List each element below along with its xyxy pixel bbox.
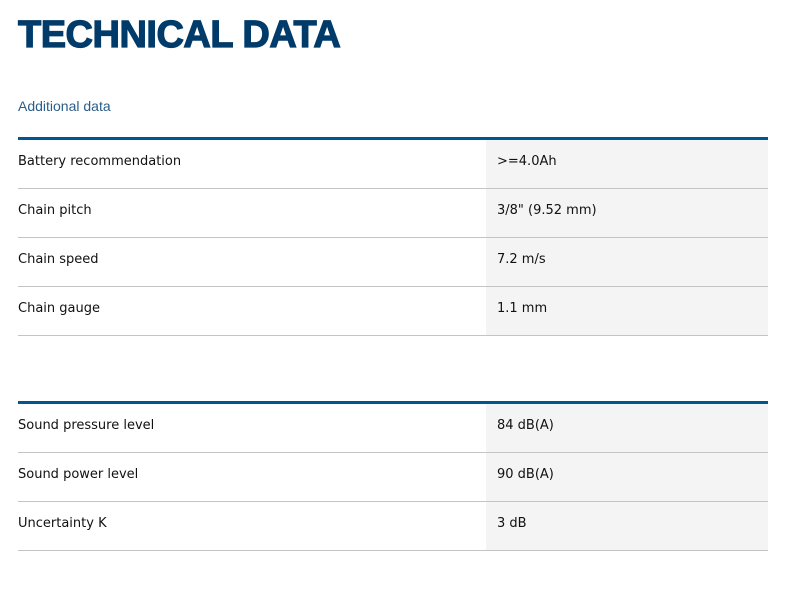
row-value: 7.2 m/s (486, 238, 768, 286)
table-row: Sound pressure level 84 dB(A) (18, 404, 768, 453)
table-row: Sound power level 90 dB(A) (18, 453, 768, 502)
row-value: >=4.0Ah (486, 140, 768, 188)
section-subtitle: Additional data (18, 98, 111, 114)
row-value: 3 dB (486, 502, 768, 550)
table-row: Chain speed 7.2 m/s (18, 238, 768, 287)
row-label: Uncertainty K (18, 516, 107, 531)
row-label: Chain speed (18, 252, 99, 267)
table-row: Battery recommendation >=4.0Ah (18, 140, 768, 189)
table-row: Chain gauge 1.1 mm (18, 287, 768, 336)
row-label: Chain pitch (18, 203, 92, 218)
row-value: 1.1 mm (486, 287, 768, 335)
page-title: TECHNICAL DATA (17, 13, 341, 56)
row-value: 90 dB(A) (486, 453, 768, 501)
row-value: 3/8" (9.52 mm) (486, 189, 768, 237)
row-value: 84 dB(A) (486, 404, 768, 452)
row-label: Sound pressure level (18, 418, 155, 433)
additional-data-table: Battery recommendation >=4.0Ah Chain pitc… (18, 137, 768, 336)
table-row: Uncertainty K 3 dB (18, 502, 768, 551)
row-label: Sound power level (18, 467, 139, 482)
table-row: Chain pitch 3/8" (9.52 mm) (18, 189, 768, 238)
sound-data-table: Sound pressure level 84 dB(A) Sound power… (18, 401, 768, 551)
row-label: Chain gauge (18, 301, 100, 316)
row-label: Battery recommendation (18, 154, 182, 169)
